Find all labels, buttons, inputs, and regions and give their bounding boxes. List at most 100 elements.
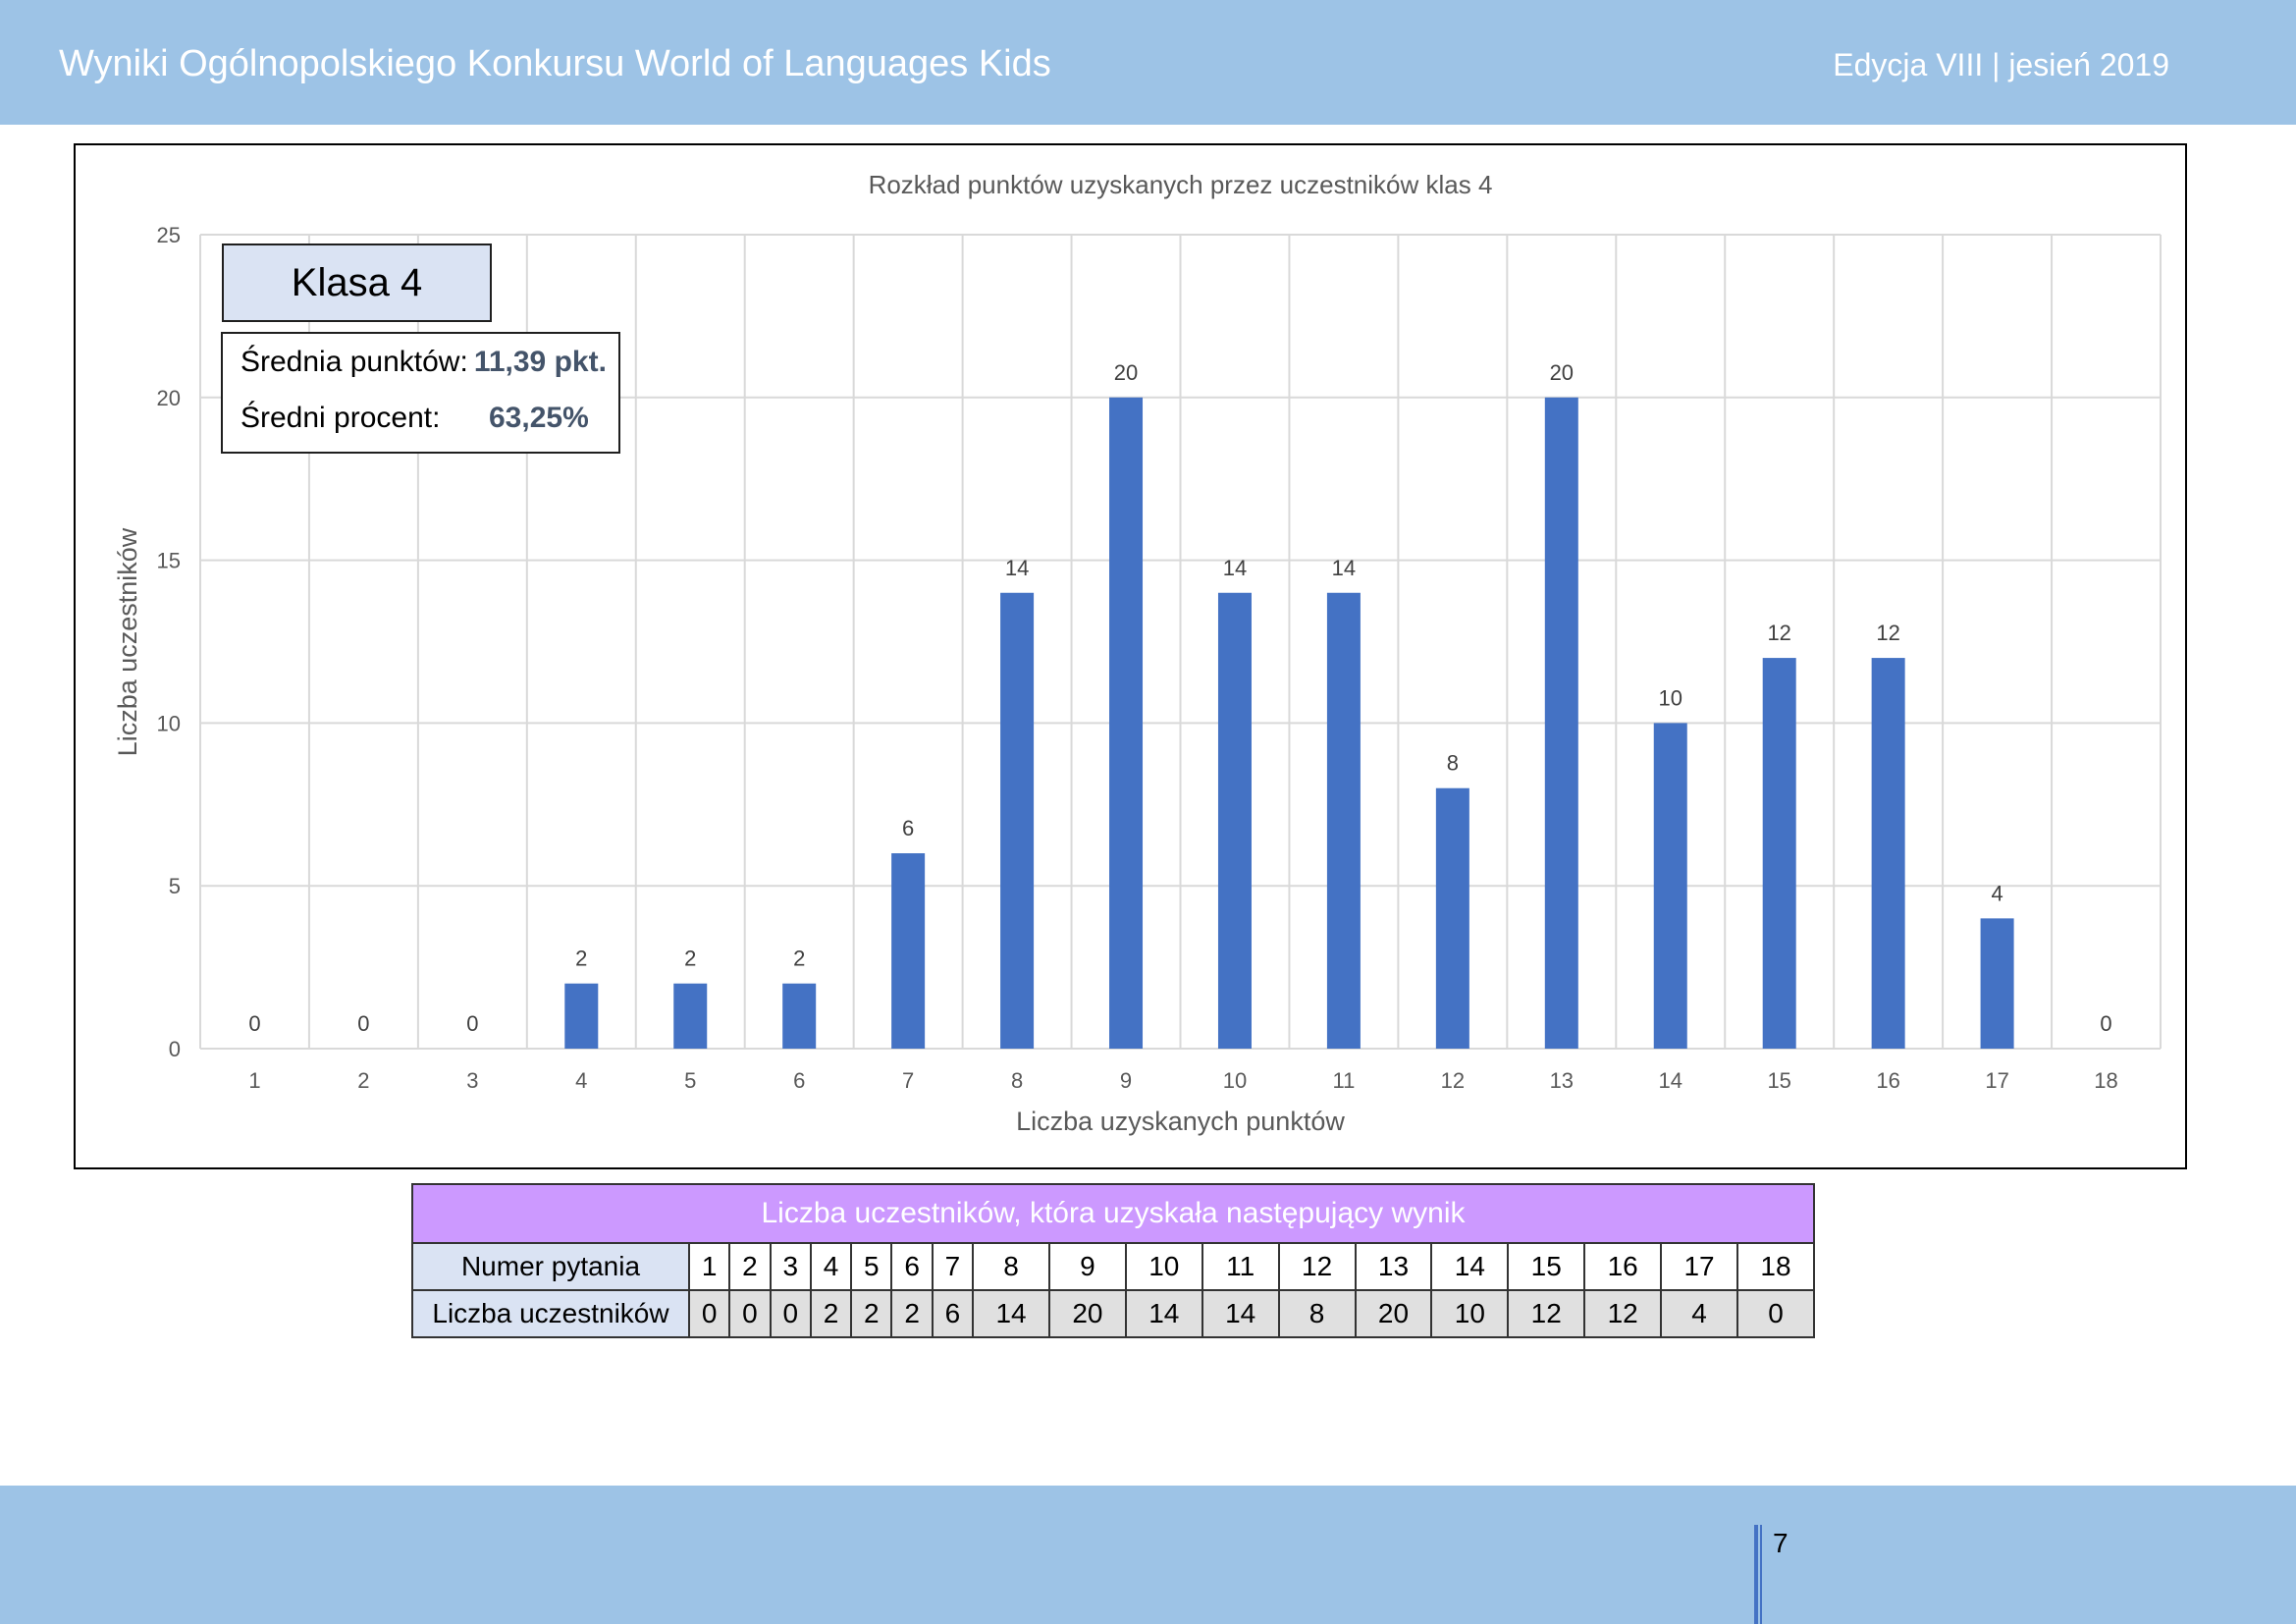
participant-count-cell: 4 [1660, 1289, 1738, 1338]
x-tick-label: 9 [1120, 1068, 1132, 1093]
bar-data-label: 10 [1659, 685, 1682, 710]
question-number-cell: 13 [1354, 1242, 1433, 1291]
bar-data-label: 20 [1114, 360, 1138, 385]
footer-rule [1754, 1525, 1758, 1624]
y-tick-label: 15 [157, 549, 181, 573]
participant-count-cell: 14 [1201, 1289, 1280, 1338]
bar [1326, 592, 1361, 1049]
question-number-cell: 15 [1507, 1242, 1586, 1291]
question-number-cell: 5 [850, 1242, 893, 1291]
chart-title: Rozkład punktów uzyskanych przez uczestn… [869, 170, 1493, 199]
bar-data-label: 14 [1332, 556, 1356, 580]
question-number-cell: 4 [809, 1242, 853, 1291]
bar-data-label: 0 [357, 1011, 369, 1036]
question-number-cell: 3 [769, 1242, 812, 1291]
participant-count-label: Liczba uczestników [411, 1289, 690, 1338]
bar-data-label: 14 [1005, 556, 1029, 580]
bar [1544, 397, 1578, 1049]
bar [673, 983, 708, 1049]
x-tick-label: 7 [902, 1068, 914, 1093]
participant-count-cell: 20 [1354, 1289, 1433, 1338]
participant-count-cell: 12 [1583, 1289, 1663, 1338]
bar-data-label: 2 [793, 947, 805, 971]
results-table: Liczba uczestników, która uzyskała nastę… [411, 1183, 1816, 1338]
x-tick-label: 8 [1011, 1068, 1023, 1093]
avg-percent-label: Średni procent: [240, 402, 441, 434]
avg-percent-row: Średni procent: 63,25% [240, 402, 589, 435]
x-tick-label: 12 [1441, 1068, 1465, 1093]
class-label-box: Klasa 4 [222, 244, 492, 322]
participant-count-cell: 10 [1430, 1289, 1510, 1338]
x-tick-label: 15 [1767, 1068, 1790, 1093]
y-tick-label: 0 [169, 1037, 181, 1061]
bar [891, 853, 926, 1049]
bar [1980, 918, 2014, 1049]
question-number-row: Numer pytania 1 2 3 4 5 6 7 8 9 10 11 12 13 14 15 16 17 1… [411, 1242, 1816, 1291]
participant-count-cell: 8 [1277, 1289, 1357, 1338]
participant-count-row: Liczba uczestników 0 0 0 2 2 2 6 14 20 14 14 8 20 10 1… [411, 1289, 1816, 1338]
bar [1653, 723, 1687, 1049]
class-label: Klasa 4 [291, 260, 423, 304]
participant-count-cell: 6 [931, 1289, 975, 1338]
y-tick-label: 5 [169, 874, 181, 898]
y-axis-label: Liczba uczestników [113, 527, 142, 756]
question-number-cell: 11 [1201, 1242, 1280, 1291]
question-number-cell: 8 [972, 1242, 1050, 1291]
x-tick-label: 17 [1985, 1068, 2008, 1093]
bar-data-label: 8 [1447, 751, 1459, 776]
x-tick-label: 16 [1876, 1068, 1899, 1093]
avg-points-value: 11,39 pkt. [473, 346, 607, 378]
participant-count-cell: 0 [769, 1289, 812, 1338]
x-tick-label: 13 [1550, 1068, 1574, 1093]
participant-count-cell: 0 [1735, 1289, 1816, 1338]
participant-count-cell: 2 [890, 1289, 934, 1338]
question-number-cell: 16 [1583, 1242, 1663, 1291]
bar-data-label: 0 [2100, 1011, 2111, 1036]
participant-count-cell: 20 [1047, 1289, 1127, 1338]
bar [1435, 787, 1469, 1049]
participant-count-cell: 2 [850, 1289, 893, 1338]
bar-data-label: 14 [1223, 556, 1247, 580]
question-number-cell: 9 [1047, 1242, 1127, 1291]
question-number-cell: 6 [890, 1242, 934, 1291]
bar-chart: 0510152025010203242526671482091410141181… [113, 170, 2162, 1136]
bar [1000, 592, 1035, 1049]
edition-label: Edycja VIII | jesień 2019 [1833, 47, 2169, 82]
question-number-cell: 10 [1124, 1242, 1203, 1291]
bar-data-label: 0 [466, 1011, 478, 1036]
bar-data-label: 20 [1550, 360, 1574, 385]
participant-count-cell: 14 [1124, 1289, 1203, 1338]
x-tick-label: 14 [1659, 1068, 1682, 1093]
x-tick-label: 2 [357, 1068, 369, 1093]
bar [1217, 592, 1252, 1049]
bar [1762, 658, 1796, 1049]
x-tick-label: 4 [575, 1068, 587, 1093]
x-axis-label: Liczba uzyskanych punktów [1016, 1107, 1345, 1136]
page-title: Wyniki Ogólnopolskiego Konkursu World of… [59, 43, 1051, 84]
participant-count-cell: 14 [972, 1289, 1050, 1338]
header-band: Wyniki Ogólnopolskiego Konkursu World of… [0, 0, 2296, 125]
bar [564, 983, 599, 1049]
participant-count-cell: 12 [1507, 1289, 1586, 1338]
x-tick-label: 5 [684, 1068, 696, 1093]
x-tick-label: 10 [1223, 1068, 1247, 1093]
bar-data-label: 6 [902, 816, 914, 840]
avg-percent-value: 63,25% [489, 402, 589, 434]
question-number-cell: 17 [1660, 1242, 1738, 1291]
question-number-cell: 12 [1277, 1242, 1357, 1291]
participant-count-cell: 0 [687, 1289, 731, 1338]
question-number-label: Numer pytania [411, 1242, 690, 1291]
bar-data-label: 12 [1767, 621, 1790, 645]
question-number-cell: 14 [1430, 1242, 1510, 1291]
bar-data-label: 2 [684, 947, 696, 971]
bar [1109, 397, 1144, 1049]
x-tick-label: 6 [793, 1068, 805, 1093]
footer-band [0, 1486, 2296, 1624]
bar-data-label: 2 [575, 947, 587, 971]
x-tick-label: 1 [248, 1068, 260, 1093]
question-number-cell: 18 [1735, 1242, 1816, 1291]
question-number-cell: 1 [687, 1242, 731, 1291]
bar [782, 983, 817, 1049]
avg-points-label: Średnia punktów: [240, 346, 468, 378]
question-number-cell: 7 [931, 1242, 975, 1291]
